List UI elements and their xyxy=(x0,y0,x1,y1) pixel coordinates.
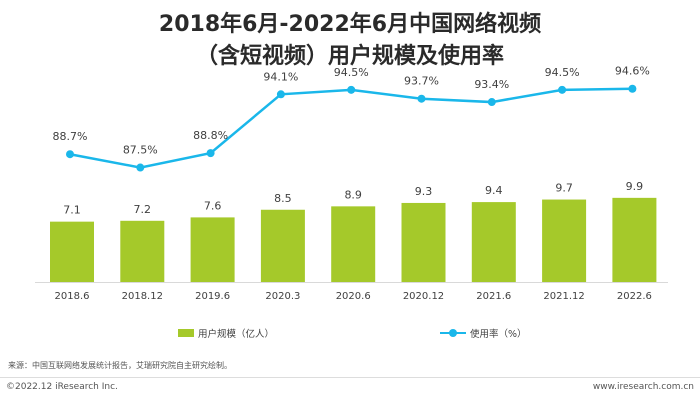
legend-item-usage-rate: 使用率（%） xyxy=(440,326,527,340)
x-tick-label: 2020.12 xyxy=(403,291,444,302)
x-tick-label: 2020.6 xyxy=(336,291,371,302)
x-tick-label: 2018.12 xyxy=(122,291,163,302)
bar-2021.6 xyxy=(471,202,516,282)
bar-2020.12 xyxy=(401,202,446,282)
usage-rate-point xyxy=(276,90,285,99)
usage-rate-point xyxy=(558,85,567,94)
x-axis: 2018.6 2018.12 2019.6 2020.3 2020.6 2020.12 20… xyxy=(35,282,668,302)
x-tick-label: 2020.3 xyxy=(265,291,300,302)
usage-rate-point xyxy=(628,84,637,93)
footer-divider xyxy=(0,377,700,378)
usage-rate-label: 88.7% xyxy=(53,130,88,143)
x-tick-label: 2021.12 xyxy=(543,291,584,302)
usage-rate-label: 93.7% xyxy=(404,75,439,88)
usage-rate-point xyxy=(417,94,426,103)
usage-rate-label: 88.8% xyxy=(193,129,228,142)
bar-2020.3 xyxy=(260,209,305,282)
usage-rate-label: 87.5% xyxy=(123,144,158,157)
bar-value-label: 9.3 xyxy=(415,185,433,198)
source-note: 来源：中国互联网络发展统计报告，艾瑞研究院自主研究绘制。 xyxy=(8,361,232,370)
bar-2018.6 xyxy=(50,221,94,282)
bar-2018.12 xyxy=(120,220,165,282)
line-layer: 88.7% 87.5% 88.8% 94.1% 94.5% 93.7% 93.4% 94.5%… xyxy=(53,65,650,172)
usage-rate-point xyxy=(206,149,215,158)
chart-title-line-2: （含短视频）用户规模及使用率 xyxy=(195,44,504,69)
usage-rate-label: 94.1% xyxy=(263,70,298,83)
usage-rate-label: 94.6% xyxy=(615,65,650,78)
legend-item-user-scale: 用户规模（亿人） xyxy=(178,326,274,340)
x-tick-label: 2021.6 xyxy=(476,291,511,302)
bar-value-label: 9.4 xyxy=(485,184,503,197)
bar-value-label: 7.2 xyxy=(134,203,152,216)
bar-value-label: 9.7 xyxy=(555,182,573,195)
usage-rate-label: 93.4% xyxy=(474,78,509,91)
combo-chart: 7.1 7.2 7.6 8.5 8.9 9.3 9.4 9.7 9.9 2018.6 2018.1… xyxy=(35,65,668,302)
bar-value-label: 8.9 xyxy=(344,188,362,201)
usage-rate-label: 94.5% xyxy=(545,66,580,79)
bar-2021.12 xyxy=(542,199,587,282)
legend-bar-label: 用户规模（亿人） xyxy=(198,329,275,340)
bar-value-label: 9.9 xyxy=(626,180,644,193)
chart-title-line-1: 2018年6月-2022年6月中国网络视频 xyxy=(158,12,542,37)
usage-rate-label: 94.5% xyxy=(334,66,369,79)
usage-rate-point xyxy=(487,98,496,107)
x-tick-label: 2022.6 xyxy=(617,291,652,302)
bar-2019.6 xyxy=(190,217,235,282)
usage-rate-point xyxy=(136,163,145,172)
usage-rate-point xyxy=(66,150,74,159)
bar-2020.6 xyxy=(331,206,376,282)
copyright-text: ©2022.12 iResearch Inc. xyxy=(6,382,118,392)
x-tick-label: 2019.6 xyxy=(195,291,230,302)
bar-2022.6 xyxy=(612,197,657,282)
legend-line-label: 使用率（%） xyxy=(470,329,527,340)
legend-line-swatch xyxy=(440,329,466,337)
usage-rate-point xyxy=(347,85,356,94)
bar-value-label: 7.6 xyxy=(204,199,222,212)
legend-bar-swatch xyxy=(178,329,194,337)
website-text: www.iresearch.com.cn xyxy=(592,382,694,392)
bars-layer: 7.1 7.2 7.6 8.5 8.9 9.3 9.4 9.7 9.9 xyxy=(50,180,657,282)
bar-value-label: 8.5 xyxy=(274,192,292,205)
bar-value-label: 7.1 xyxy=(63,204,81,217)
x-tick-label: 2018.6 xyxy=(55,291,90,302)
